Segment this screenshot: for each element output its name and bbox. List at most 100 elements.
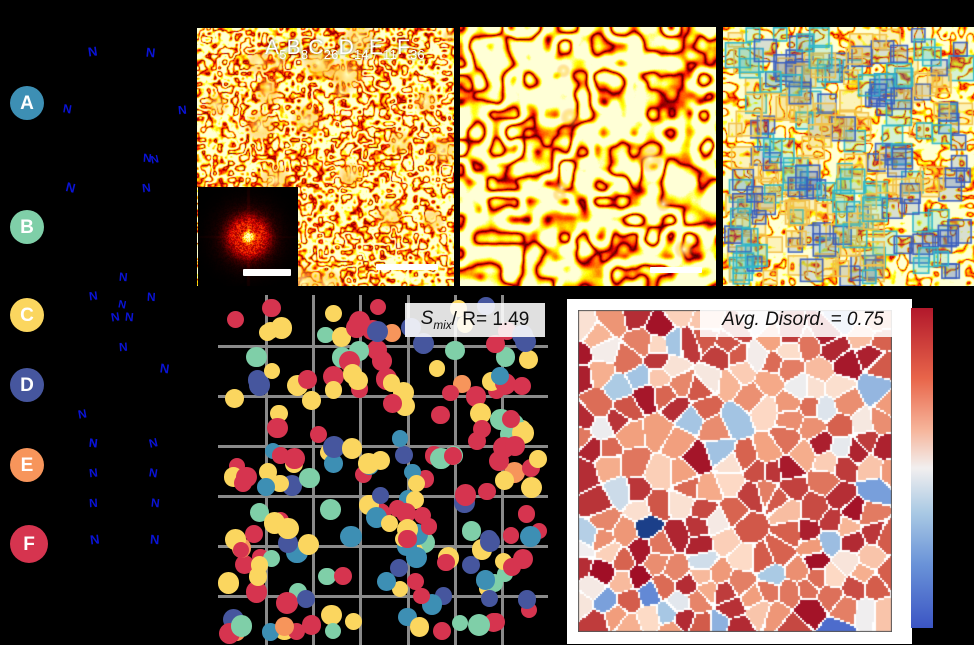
avg-disorder-text: Avg. Disord. = 0.75 (722, 309, 884, 330)
scatter-dot (392, 581, 409, 598)
gridline-horizontal (218, 595, 548, 598)
scale-bar-fft (243, 269, 291, 276)
ml-detection-panel[interactable] (723, 27, 974, 286)
voronoi-disorder-panel[interactable] (578, 310, 892, 632)
scatter-dot (383, 324, 402, 342)
scatter-dot (298, 369, 318, 389)
legend-chip-label: E (20, 454, 34, 476)
formula-subscript: 11 (383, 47, 397, 63)
scatter-dot (528, 449, 547, 468)
scatter-dot (263, 362, 281, 380)
scatter-dot (226, 310, 244, 328)
legend-chip-label: A (20, 92, 34, 114)
scatter-dot (406, 572, 425, 590)
scatter-dot (428, 360, 446, 377)
scatter-dot (322, 435, 345, 458)
disorder-colorbar[interactable] (911, 308, 933, 628)
scatter-dot (341, 438, 362, 459)
scatter-dot (398, 529, 417, 549)
scatter-dot (348, 311, 371, 333)
scatter-dot (486, 334, 506, 354)
formula-element: E (368, 36, 384, 59)
formula-subscript: 26 (323, 47, 339, 63)
scatter-dot (324, 381, 342, 399)
legend-chip-label: F (23, 533, 35, 555)
scatter-dot (380, 515, 398, 533)
nitrogen-marker: N (64, 179, 78, 196)
scatter-dot (519, 349, 539, 369)
legend-chip-b[interactable]: B (10, 210, 44, 244)
scatter-dot (309, 426, 327, 444)
formula-element: B (286, 36, 301, 59)
ml-detection-image (723, 27, 974, 286)
nitrogen-marker: N (89, 531, 101, 548)
scatter-dot (495, 347, 516, 367)
scatter-dot (478, 482, 496, 500)
scatter-dot (512, 549, 533, 570)
scatter-dot (230, 615, 253, 637)
legend-chip-label: C (20, 304, 34, 326)
scatter-dot (247, 370, 268, 391)
scatter-dot (467, 431, 486, 450)
legend-chip-d[interactable]: D (10, 368, 44, 402)
scatter-dot (454, 483, 477, 506)
scatter-dot (504, 436, 525, 457)
nitrogen-marker: N (109, 309, 121, 325)
scatter-dot (250, 555, 269, 574)
stm-highres-panel[interactable] (460, 27, 716, 286)
scatter-dot (520, 525, 542, 547)
scatter-dot (442, 384, 459, 402)
scatter-dot (232, 541, 250, 559)
scatter-dot (261, 298, 281, 318)
scatter-dot (259, 323, 277, 341)
formula-element: A (265, 36, 280, 59)
scatter-dot (366, 320, 389, 343)
legend-chip-f[interactable]: F (10, 525, 48, 563)
scatter-dot (299, 467, 320, 489)
avg-disorder-badge: Avg. Disord. = 0.75 (700, 303, 906, 337)
formula-subscript: 36 (409, 47, 425, 63)
scatter-dot (461, 556, 481, 575)
scatter-dot (317, 326, 334, 344)
mixing-entropy-scatter-panel[interactable] (218, 295, 548, 645)
legend-chip-label: B (20, 216, 34, 238)
gridline-horizontal (218, 445, 548, 448)
nitrogen-marker: N (149, 531, 160, 548)
scatter-dot (318, 567, 336, 585)
scatter-dot (340, 525, 362, 548)
scatter-dot (284, 447, 306, 469)
legend-chip-a[interactable]: A (10, 86, 44, 120)
scatter-dot (467, 613, 490, 636)
smix-value: / R= 1.49 (451, 309, 530, 330)
gridline-horizontal (218, 395, 548, 398)
nitrogen-marker: N (87, 43, 99, 60)
scatter-dot (502, 527, 520, 544)
nitrogen-marker: N (159, 360, 171, 377)
scatter-dot (481, 590, 498, 607)
scatter-dot (517, 590, 537, 609)
legend-chip-c[interactable]: C (10, 298, 44, 332)
scatter-dot (431, 405, 450, 425)
scatter-dot (320, 499, 342, 521)
legend-chip-label: D (20, 374, 34, 396)
scale-bar-highres (650, 267, 702, 273)
scatter-dot (325, 305, 343, 322)
scatter-dot (413, 587, 431, 605)
composition-formula-label: A5B8C26D14E11F36 (265, 36, 425, 62)
scatter-dot (475, 570, 496, 590)
formula-element: C (308, 36, 324, 59)
mixing-entropy-badge: Smix / R= 1.49 (405, 303, 545, 337)
scatter-dot (296, 590, 315, 609)
scatter-dot (345, 612, 363, 630)
scatter-dot (490, 366, 509, 386)
scatter-dot (502, 410, 521, 429)
formula-element: F (396, 36, 410, 59)
scatter-dot (392, 430, 409, 447)
nitrogen-marker: N (147, 465, 159, 481)
scatter-dot (372, 487, 389, 505)
scatter-dot (377, 572, 397, 591)
nitrogen-marker: N (149, 153, 161, 167)
legend-chip-e[interactable]: E (10, 448, 44, 482)
scatter-dot (470, 402, 492, 424)
nitrogen-marker: N (88, 495, 99, 511)
